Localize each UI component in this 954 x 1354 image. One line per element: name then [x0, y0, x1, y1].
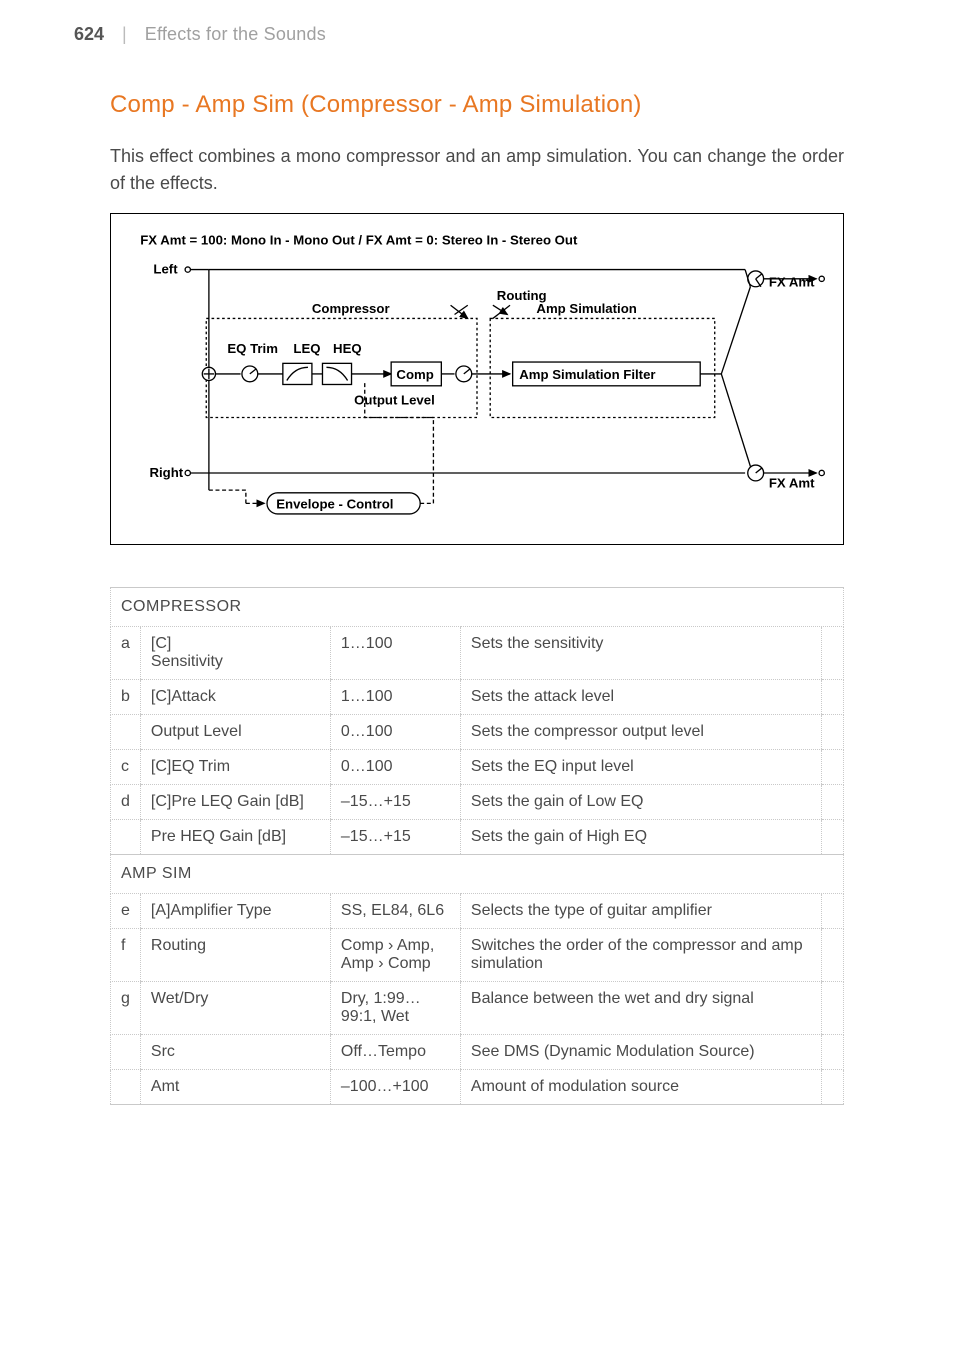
row-index: g [111, 981, 141, 1034]
row-range: 1…100 [330, 679, 460, 714]
table-row: e[A]Amplifier TypeSS, EL84, 6L6Selects t… [111, 893, 844, 928]
row-end-cell [822, 749, 844, 784]
row-description: Sets the sensitivity [460, 626, 821, 679]
row-param-name: [C]EQ Trim [140, 749, 330, 784]
page-content: Comp - Amp Sim (Compressor - Amp Simulat… [0, 55, 954, 1105]
compressor-label: Compressor [312, 301, 390, 316]
row-index [111, 819, 141, 854]
table-section-title: AMP SIM [111, 854, 844, 893]
diagram-right-label: Right [149, 465, 183, 480]
row-end-cell [822, 981, 844, 1034]
table-row: Pre HEQ Gain [dB]–15…+15Sets the gain of… [111, 819, 844, 854]
row-end-cell [822, 679, 844, 714]
row-index [111, 1069, 141, 1104]
table-row: d[C]Pre LEQ Gain [dB]–15…+15Sets the gai… [111, 784, 844, 819]
fx-amt-label-bottom: FX Amt [769, 476, 815, 491]
row-param-name: Src [140, 1034, 330, 1069]
leq-label: LEQ [293, 341, 320, 356]
comp-box-label: Comp [396, 367, 433, 382]
row-param-name: Routing [140, 928, 330, 981]
row-end-cell [822, 928, 844, 981]
page-header: 624 | Effects for the Sounds [0, 24, 954, 55]
row-index: d [111, 784, 141, 819]
table-row: b[C]Attack1…100Sets the attack level [111, 679, 844, 714]
row-param-name: Output Level [140, 714, 330, 749]
table-row: Amt–100…+100Amount of modulation source [111, 1069, 844, 1104]
row-index [111, 714, 141, 749]
ampsim-label: Amp Simulation [536, 301, 636, 316]
row-description: Sets the attack level [460, 679, 821, 714]
heq-label: HEQ [333, 341, 362, 356]
row-description: Amount of modulation source [460, 1069, 821, 1104]
row-index: f [111, 928, 141, 981]
row-index: b [111, 679, 141, 714]
row-index: a [111, 626, 141, 679]
breadcrumb: Effects for the Sounds [145, 24, 326, 45]
row-end-cell [822, 893, 844, 928]
row-description: Selects the type of guitar amplifier [460, 893, 821, 928]
row-index [111, 1034, 141, 1069]
header-separator: | [122, 24, 127, 45]
eqtrim-label: EQ Trim [227, 341, 278, 356]
diagram-top-note: FX Amt = 100: Mono In - Mono Out / FX Am… [140, 232, 578, 247]
row-end-cell [822, 1069, 844, 1104]
table-row: gWet/DryDry, 1:99…99:1, WetBalance betwe… [111, 981, 844, 1034]
output-level-label: Output Level [354, 392, 435, 407]
fx-amt-knob-top [745, 270, 763, 287]
row-range: –15…+15 [330, 784, 460, 819]
table-section-title: COMPRESSOR [111, 587, 844, 626]
row-param-name: [C]Pre LEQ Gain [dB] [140, 784, 330, 819]
row-range: Off…Tempo [330, 1034, 460, 1069]
row-description: Sets the compressor output level [460, 714, 821, 749]
page-number: 624 [74, 24, 104, 45]
diagram-svg: FX Amt = 100: Mono In - Mono Out / FX Am… [127, 226, 827, 530]
row-description: Sets the gain of High EQ [460, 819, 821, 854]
row-param-name: Pre HEQ Gain [dB] [140, 819, 330, 854]
amp-filter-label: Amp Simulation Filter [519, 367, 655, 382]
page-title: Comp - Amp Sim (Compressor - Amp Simulat… [110, 91, 844, 119]
parameter-table: COMPRESSORa[C] Sensitivity1…100Sets the … [110, 587, 844, 1105]
row-param-name: Wet/Dry [140, 981, 330, 1034]
row-description: Sets the EQ input level [460, 749, 821, 784]
row-description: See DMS (Dynamic Modulation Source) [460, 1034, 821, 1069]
row-range: –100…+100 [330, 1069, 460, 1104]
row-description: Switches the order of the compressor and… [460, 928, 821, 981]
table-row: a[C] Sensitivity1…100Sets the sensitivit… [111, 626, 844, 679]
row-param-name: [C] Sensitivity [140, 626, 330, 679]
row-range: 0…100 [330, 749, 460, 784]
fx-amt-knob-bottom [748, 465, 764, 481]
row-param-name: [A]Amplifier Type [140, 893, 330, 928]
row-end-cell [822, 714, 844, 749]
diagram-left-label: Left [153, 262, 178, 277]
fx-amt-label-top: FX Amt [769, 275, 815, 290]
row-index: c [111, 749, 141, 784]
row-range: Comp › Amp, Amp › Comp [330, 928, 460, 981]
table-row: fRoutingComp › Amp, Amp › CompSwitches t… [111, 928, 844, 981]
row-range: 0…100 [330, 714, 460, 749]
row-range: 1…100 [330, 626, 460, 679]
row-description: Balance between the wet and dry signal [460, 981, 821, 1034]
envelope-label: Envelope - Control [276, 497, 393, 512]
row-range: –15…+15 [330, 819, 460, 854]
row-index: e [111, 893, 141, 928]
row-description: Sets the gain of Low EQ [460, 784, 821, 819]
row-range: Dry, 1:99…99:1, Wet [330, 981, 460, 1034]
intro-text: This effect combines a mono compressor a… [110, 143, 844, 197]
row-end-cell [822, 819, 844, 854]
row-range: SS, EL84, 6L6 [330, 893, 460, 928]
row-end-cell [822, 626, 844, 679]
row-param-name: [C]Attack [140, 679, 330, 714]
row-param-name: Amt [140, 1069, 330, 1104]
table-row: c[C]EQ Trim0…100Sets the EQ input level [111, 749, 844, 784]
row-end-cell [822, 784, 844, 819]
row-end-cell [822, 1034, 844, 1069]
signal-diagram: FX Amt = 100: Mono In - Mono Out / FX Am… [110, 213, 844, 545]
table-row: SrcOff…TempoSee DMS (Dynamic Modulation … [111, 1034, 844, 1069]
table-row: Output Level0…100Sets the compressor out… [111, 714, 844, 749]
